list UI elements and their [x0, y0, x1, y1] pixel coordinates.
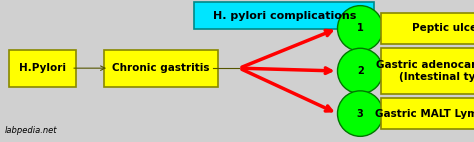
- Text: Gastric adenocarcinoma
(Intestinal type): Gastric adenocarcinoma (Intestinal type): [375, 60, 474, 82]
- FancyBboxPatch shape: [9, 50, 76, 87]
- Text: 3: 3: [357, 109, 364, 119]
- Text: 2: 2: [357, 66, 364, 76]
- FancyBboxPatch shape: [194, 2, 374, 29]
- FancyBboxPatch shape: [104, 50, 218, 87]
- Ellipse shape: [337, 6, 383, 51]
- Text: 1: 1: [357, 23, 364, 33]
- Text: H.Pylori: H.Pylori: [19, 63, 66, 73]
- FancyBboxPatch shape: [381, 48, 474, 94]
- Text: H. pylori complications: H. pylori complications: [213, 11, 356, 21]
- Text: labpedia.net: labpedia.net: [5, 126, 57, 135]
- Text: Chronic gastritis: Chronic gastritis: [112, 63, 210, 73]
- Ellipse shape: [337, 91, 383, 136]
- FancyBboxPatch shape: [381, 13, 474, 44]
- FancyBboxPatch shape: [381, 98, 474, 129]
- Text: Peptic ulcer: Peptic ulcer: [412, 23, 474, 33]
- Text: Gastric MALT Lymphoma: Gastric MALT Lymphoma: [375, 109, 474, 119]
- Ellipse shape: [337, 48, 383, 94]
